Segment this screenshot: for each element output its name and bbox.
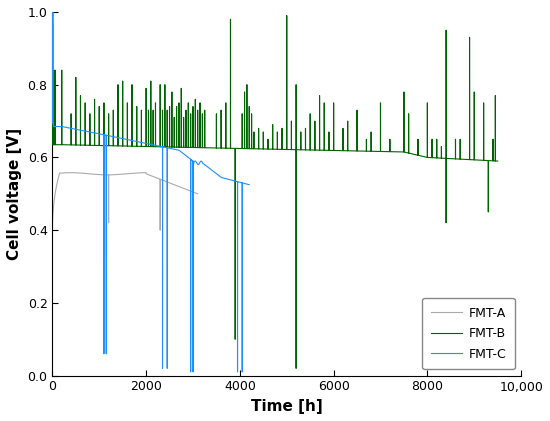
FMT-C — [188, 370, 194, 375]
FMT-A — [152, 175, 158, 180]
FMT-B — [287, 147, 294, 152]
FMT-A — [49, 235, 56, 240]
FMT-B — [449, 156, 456, 161]
FMT-A — [189, 189, 196, 195]
FMT-A — [73, 170, 79, 175]
FMT-A — [194, 191, 201, 196]
FMT-B — [283, 13, 290, 18]
FMT-B — [494, 159, 501, 164]
FMT-C — [97, 131, 104, 136]
X-axis label: Time [h]: Time [h] — [251, 399, 323, 414]
FMT-A — [189, 189, 195, 194]
FMT-A — [161, 179, 168, 184]
FMT-B — [329, 148, 336, 153]
Legend: FMT-A, FMT-B, FMT-C: FMT-A, FMT-B, FMT-C — [422, 298, 515, 369]
FMT-B — [293, 366, 299, 371]
FMT-B — [49, 142, 56, 147]
FMT-C — [92, 131, 99, 136]
Line: FMT-B: FMT-B — [52, 16, 498, 368]
FMT-C — [69, 126, 75, 131]
FMT-C — [153, 143, 160, 148]
FMT-C — [50, 9, 56, 14]
FMT-B — [252, 146, 259, 151]
FMT-C — [143, 141, 150, 146]
Line: FMT-A: FMT-A — [52, 173, 197, 237]
FMT-C — [246, 182, 252, 187]
FMT-C — [217, 174, 223, 179]
FMT-C — [49, 120, 56, 125]
FMT-B — [273, 147, 280, 152]
FMT-B — [168, 144, 175, 149]
Y-axis label: Cell voltage [V]: Cell voltage [V] — [7, 128, 22, 260]
FMT-A — [190, 189, 196, 195]
Line: FMT-C: FMT-C — [52, 12, 249, 372]
FMT-A — [68, 170, 74, 175]
